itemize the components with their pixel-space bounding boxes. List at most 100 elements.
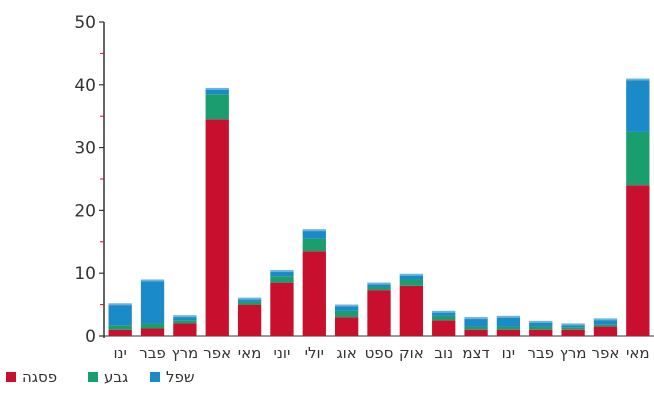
bar-segment <box>237 297 262 302</box>
bar-segment <box>108 325 132 330</box>
bar-highlight <box>464 317 488 320</box>
y-tick-label: 40 <box>74 76 96 96</box>
y-tick-label: 10 <box>74 264 96 284</box>
bar-segment <box>237 304 262 336</box>
legend-label: שפל <box>166 368 195 386</box>
bar-highlight <box>432 310 456 313</box>
x-tick-label: פבר <box>139 344 166 362</box>
bar-segment <box>335 304 359 311</box>
bar-segment <box>593 326 618 336</box>
bar-segment <box>140 328 165 336</box>
bar-highlight <box>335 304 359 307</box>
bar-segment <box>561 327 585 330</box>
x-tick-label: ינו <box>502 344 515 362</box>
bar-highlight <box>626 78 650 81</box>
bar-segment <box>432 310 456 316</box>
x-tick-label: אפר <box>203 344 231 362</box>
x-tick-label: אפר <box>592 344 620 362</box>
axes: 0 10 20 30 40 50 <box>74 13 654 347</box>
bar-segment <box>432 320 456 336</box>
bar-highlight <box>561 323 585 326</box>
bar-highlight <box>399 273 423 276</box>
x-tick-label: אוק <box>399 344 424 362</box>
bar-segment <box>464 326 488 330</box>
bar-segment <box>626 78 650 132</box>
bar-highlight <box>496 315 521 318</box>
bar-segment <box>205 119 229 336</box>
bar-segment <box>529 320 553 327</box>
legend-swatch <box>6 372 16 382</box>
bar-segment <box>367 282 391 288</box>
bar-highlight <box>205 87 229 90</box>
bar-segment <box>399 285 423 336</box>
x-tick-label: מרץ <box>172 344 199 362</box>
bar-segment <box>270 282 294 336</box>
x-tick-label: מרץ <box>560 344 587 362</box>
bar-segment <box>270 270 294 277</box>
bar-segment <box>367 290 391 336</box>
legend-label: פסגה <box>22 368 57 386</box>
bar-segment <box>593 318 618 325</box>
y-tick-label: 30 <box>74 139 96 159</box>
legend-swatch <box>88 372 98 382</box>
legend-label: גבע <box>104 368 128 386</box>
bar-segment <box>496 329 521 336</box>
bar-segment <box>173 320 197 324</box>
y-tick-label: 20 <box>74 201 96 221</box>
bar-segment <box>173 315 197 321</box>
y-tick-label: 0 <box>85 327 96 347</box>
bar-highlight <box>140 279 165 282</box>
bar-highlight <box>367 282 391 285</box>
bar-segment <box>335 317 359 336</box>
bar-segment <box>626 185 650 336</box>
bar-highlight <box>108 303 132 306</box>
bar-segment <box>205 94 229 120</box>
bar-segment <box>496 326 521 330</box>
bar-highlight <box>529 320 553 323</box>
bar-segment <box>140 323 165 329</box>
x-tick-label: ינו <box>113 344 126 362</box>
x-tick-label: אוג <box>336 344 356 362</box>
bar-segment <box>108 303 132 326</box>
bar-segment <box>529 326 553 330</box>
x-tick-label: נוב <box>434 344 453 362</box>
bar-highlight <box>173 315 197 318</box>
x-tick-label: יוני <box>274 344 291 362</box>
bar-segment <box>335 310 359 318</box>
bar-segment <box>140 279 165 324</box>
bar-segment <box>464 317 488 327</box>
x-tick-label: מאי <box>238 344 262 362</box>
bar-segment <box>270 276 294 283</box>
bar-segment <box>626 131 650 186</box>
x-tick-label: מאי <box>626 344 650 362</box>
bar-segment <box>561 323 585 328</box>
x-tick-label: דצמ <box>462 344 489 362</box>
x-tick-label: פבר <box>528 344 555 362</box>
y-tick-label: 50 <box>74 13 96 33</box>
bar-highlight <box>237 297 262 300</box>
bar-segment <box>302 251 326 336</box>
bars <box>108 78 650 336</box>
bar-segment <box>205 87 229 95</box>
bar-segment <box>108 329 132 336</box>
bar-segment <box>464 329 488 336</box>
bar-segment <box>593 324 618 327</box>
bar-segment <box>302 229 326 239</box>
bar-highlight <box>593 318 618 321</box>
bar-highlight <box>270 270 294 273</box>
bar-segment <box>302 238 326 252</box>
bar-segment <box>367 287 391 291</box>
bar-segment <box>496 315 521 327</box>
bar-segment <box>173 323 197 336</box>
x-tick-label: יולי <box>305 344 324 362</box>
bar-segment <box>561 329 585 336</box>
x-tick-label: ספט <box>365 344 394 362</box>
bar-segment <box>399 279 423 286</box>
legend: פסגה גבע שפל <box>6 368 195 386</box>
x-axis-labels: ינו פבר מרץ אפר מאי יוני יולי אוג ספט אוק נוב דצמ ינ… <box>113 344 649 362</box>
bar-segment <box>529 329 553 336</box>
bar-highlight <box>302 229 326 232</box>
legend-swatch <box>150 372 160 382</box>
